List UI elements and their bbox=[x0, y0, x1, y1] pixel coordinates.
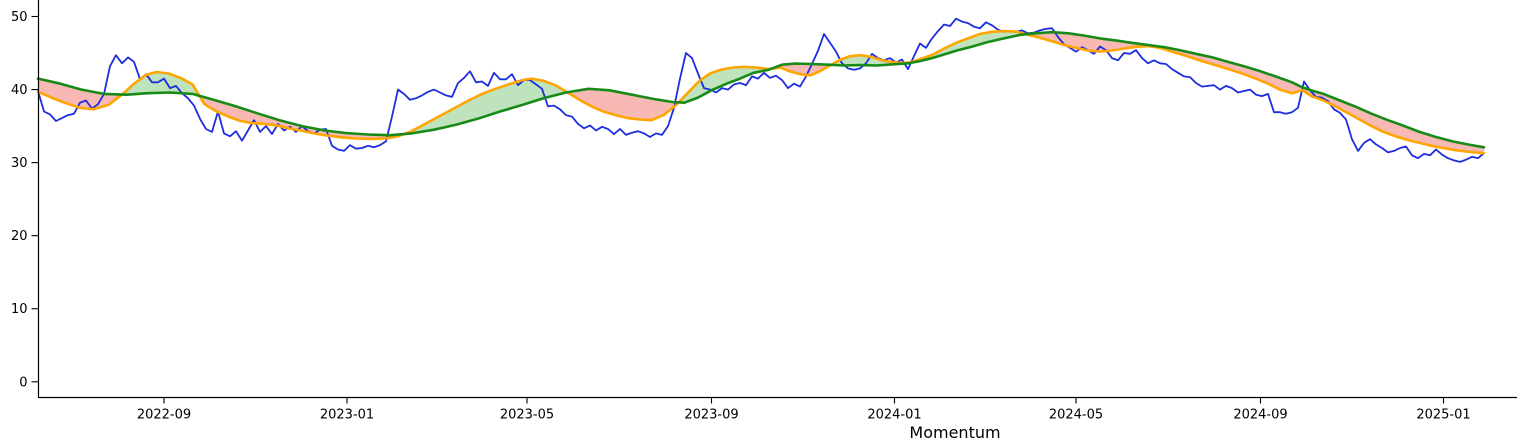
y-tick-label: 0 bbox=[19, 375, 27, 390]
x-tick-label: 2024-09 bbox=[1233, 408, 1287, 423]
y-axis-ticks: 0 10 20 30 40 50 bbox=[11, 10, 38, 390]
series-layer bbox=[36, 17, 1486, 163]
ma-fill-layer bbox=[38, 31, 1484, 154]
fill-fast-above-slow bbox=[831, 31, 1026, 66]
y-tick-label: 20 bbox=[11, 229, 28, 244]
fill-fast-below-slow bbox=[1026, 32, 1484, 154]
x-tick-label: 2024-01 bbox=[867, 408, 921, 423]
x-axis-ticks: 2022-09 2023-01 2023-05 2023-09 2024-01 2024-… bbox=[137, 397, 1471, 423]
price-line bbox=[37, 17, 1485, 163]
fill-fast-above-slow bbox=[404, 78, 568, 134]
y-tick-label: 10 bbox=[11, 302, 28, 317]
fill-fast-above-slow bbox=[678, 66, 772, 103]
ma_slow-line bbox=[36, 30, 1486, 149]
axes-layer: 2022-09 2023-01 2023-05 2023-09 2024-01 2024-… bbox=[11, 0, 1517, 441]
x-axis-title: Momentum bbox=[909, 423, 1000, 441]
x-tick-label: 2023-05 bbox=[500, 408, 554, 423]
ma_fast-line bbox=[36, 29, 1486, 155]
fill-fast-below-slow bbox=[38, 78, 123, 110]
x-tick-label: 2022-09 bbox=[137, 408, 191, 423]
x-tick-label: 2024-05 bbox=[1049, 408, 1103, 423]
y-tick-label: 30 bbox=[11, 156, 28, 171]
x-tick-label: 2025-01 bbox=[1416, 408, 1470, 423]
y-tick-label: 50 bbox=[11, 10, 28, 25]
x-tick-label: 2023-09 bbox=[684, 408, 738, 423]
fill-fast-below-slow bbox=[567, 88, 679, 121]
x-tick-label: 2023-01 bbox=[320, 408, 374, 423]
y-tick-label: 40 bbox=[11, 83, 28, 98]
